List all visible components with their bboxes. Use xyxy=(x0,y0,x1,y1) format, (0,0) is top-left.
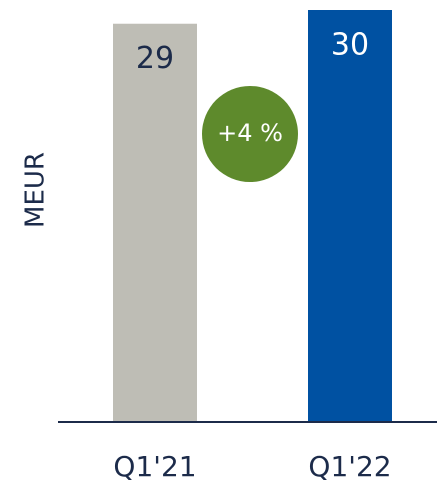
bar xyxy=(308,10,392,422)
x-tick-label: Q1'21 xyxy=(113,450,196,483)
value-label: 29 xyxy=(136,41,174,76)
value-label: 30 xyxy=(331,28,369,63)
annotation: +4 % xyxy=(217,119,283,147)
bar xyxy=(113,23,197,422)
y-axis-label: MEUR xyxy=(21,152,51,228)
annotation-badge xyxy=(202,86,298,182)
x-tick-label: Q1'22 xyxy=(308,450,391,483)
